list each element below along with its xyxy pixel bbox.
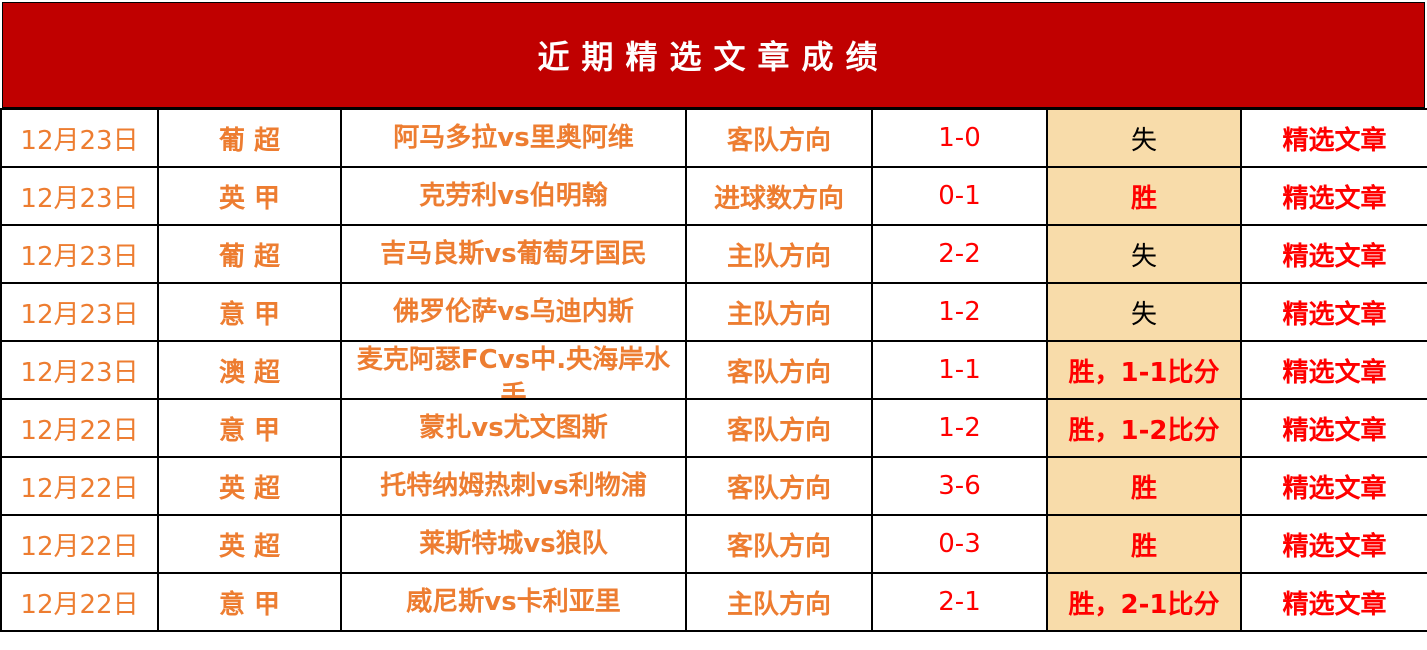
result-cell: 失 bbox=[1046, 108, 1242, 168]
match-text: 克劳利vs伯明翰 bbox=[419, 181, 608, 211]
results-table: 12月23日 葡 超 阿马多拉vs里奥阿维 客队方向 1-0 失 精选文章 12月… bbox=[0, 108, 1427, 632]
direction-cell: 客队方向 bbox=[685, 340, 873, 400]
match-cell: 托特纳姆热刺vs利物浦 bbox=[340, 456, 687, 516]
score-cell: 0-3 bbox=[871, 514, 1048, 574]
score-cell: 1-1 bbox=[871, 340, 1048, 400]
article-link[interactable]: 精选文章 bbox=[1240, 456, 1427, 516]
article-link[interactable]: 精选文章 bbox=[1240, 340, 1427, 400]
result-cell: 失 bbox=[1046, 282, 1242, 342]
direction-cell: 主队方向 bbox=[685, 572, 873, 632]
league-cell: 葡 超 bbox=[157, 108, 342, 168]
league-cell: 澳 超 bbox=[157, 340, 342, 400]
match-text: 莱斯特城vs狼队 bbox=[419, 529, 608, 559]
match-cell: 威尼斯vs卡利亚里 bbox=[340, 572, 687, 632]
match-text: 佛罗伦萨vs乌迪内斯 bbox=[393, 297, 634, 327]
direction-cell: 客队方向 bbox=[685, 398, 873, 458]
match-text: 吉马良斯vs葡萄牙国民 bbox=[380, 239, 647, 269]
article-link[interactable]: 精选文章 bbox=[1240, 572, 1427, 632]
match-cell: 莱斯特城vs狼队 bbox=[340, 514, 687, 574]
league-cell: 葡 超 bbox=[157, 224, 342, 284]
match-text: 阿马多拉vs里奥阿维 bbox=[393, 123, 634, 153]
direction-cell: 主队方向 bbox=[685, 282, 873, 342]
table-row: 12月23日 葡 超 吉马良斯vs葡萄牙国民 主队方向 2-2 失 精选文章 bbox=[0, 224, 1427, 284]
result-cell: 胜 bbox=[1046, 514, 1242, 574]
league-cell: 意 甲 bbox=[157, 572, 342, 632]
league-cell: 英 甲 bbox=[157, 166, 342, 226]
score-cell: 2-2 bbox=[871, 224, 1048, 284]
match-cell: 麦克阿瑟FCvs中.央海岸水手 bbox=[340, 340, 687, 400]
result-cell: 胜，1-1比分 bbox=[1046, 340, 1242, 400]
date-cell: 12月23日 bbox=[0, 108, 159, 168]
match-cell: 克劳利vs伯明翰 bbox=[340, 166, 687, 226]
table-row: 12月23日 英 甲 克劳利vs伯明翰 进球数方向 0-1 胜 精选文章 bbox=[0, 166, 1427, 226]
article-link[interactable]: 精选文章 bbox=[1240, 108, 1427, 168]
table-row: 12月23日 意 甲 佛罗伦萨vs乌迪内斯 主队方向 1-2 失 精选文章 bbox=[0, 282, 1427, 342]
date-cell: 12月22日 bbox=[0, 456, 159, 516]
article-link[interactable]: 精选文章 bbox=[1240, 398, 1427, 458]
score-cell: 1-2 bbox=[871, 398, 1048, 458]
match-cell: 蒙扎vs尤文图斯 bbox=[340, 398, 687, 458]
direction-cell: 主队方向 bbox=[685, 224, 873, 284]
match-text: 托特纳姆热刺vs利物浦 bbox=[380, 471, 647, 501]
result-cell: 胜 bbox=[1046, 166, 1242, 226]
date-cell: 12月22日 bbox=[0, 514, 159, 574]
table-row: 12月22日 英 超 莱斯特城vs狼队 客队方向 0-3 胜 精选文章 bbox=[0, 514, 1427, 574]
match-cell: 阿马多拉vs里奥阿维 bbox=[340, 108, 687, 168]
result-cell: 胜，2-1比分 bbox=[1046, 572, 1242, 632]
match-cell: 吉马良斯vs葡萄牙国民 bbox=[340, 224, 687, 284]
score-cell: 2-1 bbox=[871, 572, 1048, 632]
score-cell: 1-0 bbox=[871, 108, 1048, 168]
match-text: 威尼斯vs卡利亚里 bbox=[406, 587, 621, 617]
match-cell: 佛罗伦萨vs乌迪内斯 bbox=[340, 282, 687, 342]
direction-cell: 客队方向 bbox=[685, 514, 873, 574]
score-cell: 0-1 bbox=[871, 166, 1048, 226]
page-title: 近期精选文章成绩 bbox=[2, 2, 1425, 108]
direction-cell: 进球数方向 bbox=[685, 166, 873, 226]
direction-cell: 客队方向 bbox=[685, 108, 873, 168]
result-cell: 胜 bbox=[1046, 456, 1242, 516]
article-link[interactable]: 精选文章 bbox=[1240, 166, 1427, 226]
table-row: 12月23日 澳 超 麦克阿瑟FCvs中.央海岸水手 客队方向 1-1 胜，1-… bbox=[0, 340, 1427, 400]
league-cell: 意 甲 bbox=[157, 282, 342, 342]
table-row: 12月23日 葡 超 阿马多拉vs里奥阿维 客队方向 1-0 失 精选文章 bbox=[0, 108, 1427, 168]
date-cell: 12月23日 bbox=[0, 224, 159, 284]
table-row: 12月22日 意 甲 威尼斯vs卡利亚里 主队方向 2-1 胜，2-1比分 精选… bbox=[0, 572, 1427, 632]
date-cell: 12月22日 bbox=[0, 572, 159, 632]
score-cell: 1-2 bbox=[871, 282, 1048, 342]
table-row: 12月22日 意 甲 蒙扎vs尤文图斯 客队方向 1-2 胜，1-2比分 精选文… bbox=[0, 398, 1427, 458]
direction-cell: 客队方向 bbox=[685, 456, 873, 516]
result-cell: 胜，1-2比分 bbox=[1046, 398, 1242, 458]
table-row: 12月22日 英 超 托特纳姆热刺vs利物浦 客队方向 3-6 胜 精选文章 bbox=[0, 456, 1427, 516]
league-cell: 英 超 bbox=[157, 456, 342, 516]
match-text: 麦克阿瑟FCvs中.央海岸水手 bbox=[356, 345, 671, 398]
league-cell: 英 超 bbox=[157, 514, 342, 574]
match-text: 蒙扎vs尤文图斯 bbox=[419, 413, 608, 443]
date-cell: 12月23日 bbox=[0, 282, 159, 342]
article-link[interactable]: 精选文章 bbox=[1240, 282, 1427, 342]
date-cell: 12月22日 bbox=[0, 398, 159, 458]
date-cell: 12月23日 bbox=[0, 166, 159, 226]
date-cell: 12月23日 bbox=[0, 340, 159, 400]
result-cell: 失 bbox=[1046, 224, 1242, 284]
article-link[interactable]: 精选文章 bbox=[1240, 514, 1427, 574]
score-cell: 3-6 bbox=[871, 456, 1048, 516]
league-cell: 意 甲 bbox=[157, 398, 342, 458]
article-link[interactable]: 精选文章 bbox=[1240, 224, 1427, 284]
